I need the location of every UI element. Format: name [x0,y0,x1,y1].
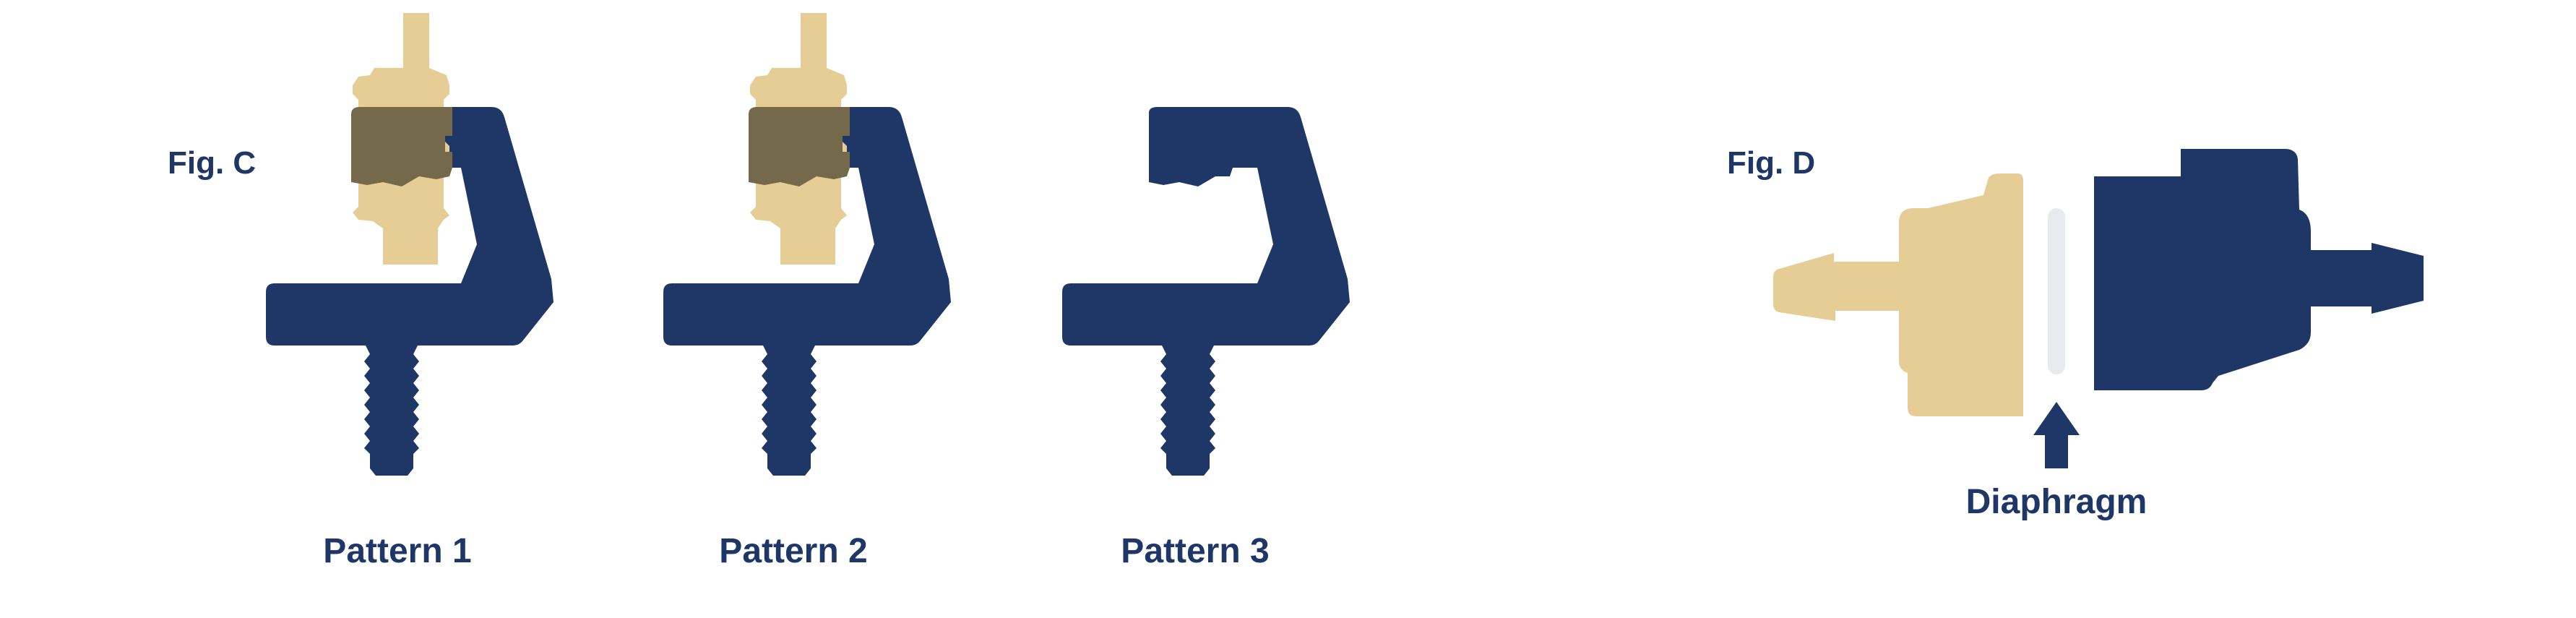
left-hose-barb [1773,253,1908,321]
pattern-3-assembly [1062,107,1350,476]
pattern-2-assembly [663,13,951,476]
fig-c-label: Fig. C [168,145,256,181]
pattern-3-clamp-body [1062,107,1350,346]
diaphragm-caption: Diaphragm [1966,483,2148,521]
pattern-1-caption: Pattern 1 [323,532,471,570]
pattern-3-caption: Pattern 3 [1121,532,1269,570]
pattern-2-overlap-region [749,107,850,186]
pattern-1-overlap-region [351,107,452,186]
pattern-1-screw [364,346,419,476]
right-valve-body [2094,149,2424,390]
diaphragm-valve-assembly [1773,149,2424,468]
pattern-3-screw [1160,346,1215,476]
pattern-2-caption: Pattern 2 [719,532,867,570]
diaphragm [2048,208,2065,374]
fig-d-label: Fig. D [1727,145,1815,181]
pattern-1-assembly [266,13,553,476]
left-valve-body [1899,173,2023,416]
arrow-up-icon [2033,402,2080,468]
pattern-2-screw [762,346,817,476]
